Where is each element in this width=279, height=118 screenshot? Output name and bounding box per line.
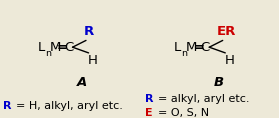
Text: B: B (214, 76, 224, 89)
Text: C: C (201, 41, 210, 54)
Text: A: A (77, 76, 87, 89)
Text: R: R (3, 101, 11, 111)
Text: L: L (37, 41, 45, 54)
Text: R: R (145, 94, 153, 104)
Text: = O, S, N: = O, S, N (158, 108, 210, 118)
Text: ER: ER (216, 25, 236, 38)
Text: M: M (186, 41, 198, 54)
Text: = alkyl, aryl etc.: = alkyl, aryl etc. (158, 94, 250, 104)
Text: H: H (225, 54, 234, 67)
Text: H: H (88, 54, 98, 67)
Text: =: = (193, 41, 204, 54)
Text: = H, alkyl, aryl etc.: = H, alkyl, aryl etc. (16, 101, 123, 111)
Text: n: n (45, 49, 51, 58)
Text: R: R (84, 25, 95, 38)
Text: M: M (49, 41, 61, 54)
Text: n: n (181, 49, 187, 58)
Text: C: C (64, 41, 73, 54)
Text: L: L (174, 41, 181, 54)
Text: E: E (145, 108, 153, 118)
Text: =: = (57, 41, 68, 54)
